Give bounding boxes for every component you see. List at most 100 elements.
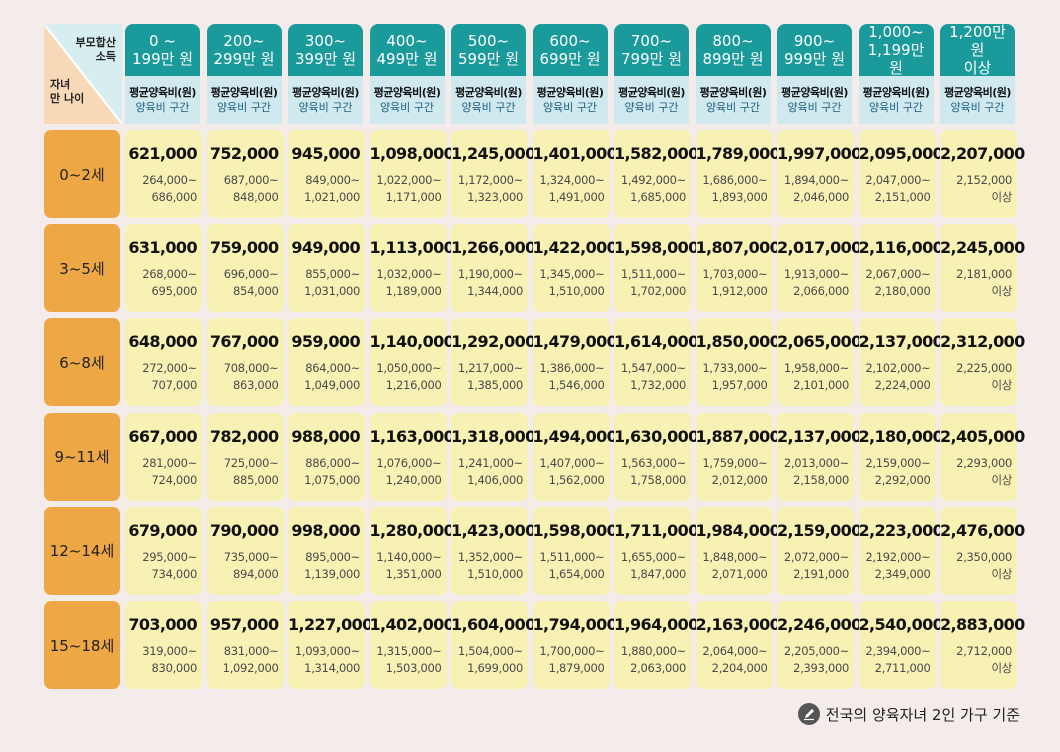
average-cost: 1,422,000 (532, 238, 618, 258)
table-cell: 767,000 708,000~ 863,000 (206, 318, 284, 407)
table-cell: 1,887,000 1,759,000~ 2,012,000 (695, 412, 781, 501)
column-subheader: 평균양육비(원) 양육비 구간 (206, 76, 282, 124)
cost-range: 1,324,000~ 1,491,000 (539, 173, 605, 204)
cost-range: 2,394,000~ 2,711,000 (865, 644, 931, 675)
cost-range: 1,032,000~ 1,189,000 (376, 267, 442, 299)
average-cost: 957,000 (209, 615, 279, 634)
average-cost: 1,614,000 (614, 332, 699, 352)
income-bracket-label: 700~ 799만 원 (614, 24, 689, 76)
cost-range-label: 양육비 구간 (542, 101, 598, 114)
average-cost: 1,887,000 (695, 426, 781, 446)
table-cell: 1,266,000 1,190,000~ 1,344,000 (451, 224, 536, 313)
table-cell: 2,116,000 2,067,000~ 2,180,000 (858, 224, 944, 313)
age-row-label: 9~11세 (44, 412, 120, 501)
table-cell: 1,964,000 1,880,000~ 2,063,000 (614, 601, 699, 689)
table-cell: 1,318,000 1,241,000~ 1,406,000 (451, 412, 536, 501)
average-cost: 2,180,000 (858, 426, 944, 446)
average-cost: 1,402,000 (369, 615, 455, 634)
average-cost: 767,000 (209, 332, 279, 352)
cost-range: 1,492,000~ 1,685,000 (620, 173, 686, 204)
cost-range: 1,733,000~ 1,957,000 (702, 361, 768, 393)
table-cell: 1,494,000 1,407,000~ 1,562,000 (532, 412, 618, 501)
age-row-label: 12~14세 (44, 506, 120, 595)
cost-range: 1,655,000~ 1,847,000 (620, 549, 686, 581)
column-header: 1,200만 원 이상 평균양육비(원) 양육비 구간 (940, 24, 1015, 124)
table-cell: 1,227,000 1,093,000~ 1,314,000 (288, 601, 373, 689)
cost-range: 1,407,000~ 1,562,000 (539, 455, 605, 487)
average-cost: 667,000 (128, 426, 197, 446)
average-cost: 1,401,000 (532, 144, 618, 163)
cost-range: 1,172,000~ 1,323,000 (457, 173, 523, 204)
average-cost: 1,163,000 (369, 426, 455, 446)
table-cell: 1,098,000 1,022,000~ 1,171,000 (369, 130, 455, 218)
cost-range: 2,013,000~ 2,158,000 (783, 455, 849, 487)
income-bracket-label: 600~ 699만 원 (532, 24, 608, 76)
table-cell: 2,180,000 2,159,000~ 2,292,000 (858, 412, 944, 501)
average-cost: 2,883,000 (940, 615, 1025, 634)
avg-cost-label: 평균양육비(원) (373, 86, 441, 99)
column-header: 700~ 799만 원 평균양육비(원) 양육비 구간 (614, 24, 689, 124)
cost-range: 849,000~ 1,021,000 (304, 173, 360, 204)
cost-range: 1,022,000~ 1,171,000 (376, 173, 442, 204)
cost-range: 2,181,000 이상 (956, 267, 1012, 299)
table-cell: 2,137,000 2,013,000~ 2,158,000 (777, 412, 862, 501)
avg-cost-label: 평균양육비(원) (292, 86, 359, 99)
cost-range: 1,140,000~ 1,351,000 (376, 549, 442, 581)
average-cost: 1,604,000 (451, 615, 536, 634)
column-subheader: 평균양육비(원) 양육비 구간 (940, 76, 1015, 124)
table-cell: 998,000 895,000~ 1,139,000 (288, 506, 365, 595)
table-cell: 2,137,000 2,102,000~ 2,224,000 (858, 318, 944, 407)
average-cost: 2,116,000 (858, 238, 944, 258)
table-cell: 2,312,000 2,225,000 이상 (940, 318, 1025, 407)
cost-range: 1,352,000~ 1,510,000 (457, 549, 523, 581)
table-cell: 1,140,000 1,050,000~ 1,216,000 (369, 318, 455, 407)
average-cost: 1,789,000 (695, 144, 781, 163)
column-header: 500~ 599만 원 평균양육비(원) 양육비 구간 (451, 24, 526, 124)
cost-range: 886,000~ 1,075,000 (304, 455, 360, 487)
avg-cost-label: 평균양육비(원) (129, 86, 196, 99)
age-row-label: 6~8세 (44, 318, 120, 407)
average-cost: 1,494,000 (532, 426, 618, 446)
table-cell: 1,984,000 1,848,000~ 2,071,000 (695, 506, 781, 595)
table-cell: 1,163,000 1,076,000~ 1,240,000 (369, 412, 455, 501)
cost-range: 735,000~ 894,000 (223, 549, 279, 581)
average-cost: 2,246,000 (777, 615, 862, 634)
average-cost: 1,479,000 (532, 332, 618, 352)
cost-range: 1,700,000~ 1,879,000 (539, 644, 605, 675)
avg-cost-label: 평균양육비(원) (781, 86, 848, 99)
age-row-label: 15~18세 (44, 601, 120, 689)
column-subheader: 평균양육비(원) 양육비 구간 (288, 76, 363, 124)
average-cost: 949,000 (291, 238, 360, 258)
column-subheader: 평균양육비(원) 양육비 구간 (777, 76, 852, 124)
average-cost: 1,423,000 (451, 520, 536, 540)
income-bracket-label: 200~ 299만 원 (206, 24, 282, 76)
average-cost: 1,984,000 (695, 520, 781, 540)
cost-range-label: 양육비 구간 (216, 101, 272, 114)
table-cell: 759,000 696,000~ 854,000 (206, 224, 284, 313)
income-bracket-label: 1,200만 원 이상 (940, 24, 1015, 77)
table-cell: 2,095,000 2,047,000~ 2,151,000 (858, 130, 944, 218)
table-cell: 1,423,000 1,352,000~ 1,510,000 (451, 506, 536, 595)
average-cost: 2,405,000 (940, 426, 1025, 446)
footnote-text: 전국의 양육자녀 2인 가구 기준 (825, 705, 1020, 724)
avg-cost-label: 평균양육비(원) (455, 86, 522, 99)
age-axis-label: 자녀 만 나이 (50, 78, 85, 105)
cost-range: 281,000~ 724,000 (142, 455, 197, 487)
age-row-label: 3~5세 (44, 224, 120, 313)
cost-range: 725,000~ 885,000 (223, 455, 279, 487)
average-cost: 2,137,000 (777, 426, 862, 446)
column-header: 900~ 999만 원 평균양육비(원) 양육비 구간 (777, 24, 852, 124)
cost-range: 1,511,000~ 1,654,000 (539, 549, 605, 581)
cost-range: 1,241,000~ 1,406,000 (457, 455, 523, 487)
avg-cost-label: 평균양육비(원) (944, 86, 1011, 99)
cost-range: 1,190,000~ 1,344,000 (457, 267, 523, 299)
pencil-note-icon (797, 703, 820, 725)
cost-range: 264,000~ 686,000 (142, 173, 197, 204)
table-cell: 1,850,000 1,733,000~ 1,957,000 (695, 318, 781, 407)
cost-range-label: 양육비 구간 (868, 101, 924, 114)
average-cost: 1,245,000 (451, 144, 536, 163)
cost-range: 1,050,000~ 1,216,000 (376, 361, 442, 393)
cost-range: 708,000~ 863,000 (223, 361, 279, 393)
average-cost: 1,964,000 (614, 615, 699, 634)
average-cost: 1,794,000 (532, 615, 618, 634)
